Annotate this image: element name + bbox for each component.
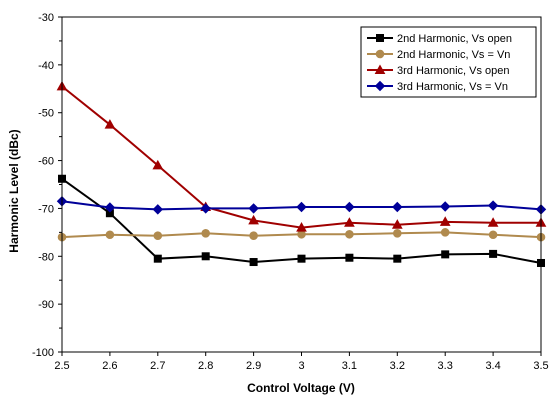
series-2 [57, 228, 546, 242]
series-3 [56, 80, 547, 232]
x-tick-label: 3.4 [485, 360, 500, 372]
x-tick-label: 3.1 [342, 360, 357, 372]
y-tick-label: -70 [38, 203, 54, 215]
legend-marker [374, 80, 386, 92]
data-point [439, 201, 451, 212]
y-tick-label: -60 [38, 156, 54, 168]
data-point [105, 230, 115, 240]
data-point [297, 229, 306, 239]
y-tick-label: -90 [38, 299, 54, 311]
data-point [104, 202, 116, 213]
data-point [153, 231, 163, 241]
legend-marker [375, 49, 385, 59]
data-point [392, 201, 403, 213]
data-point [344, 217, 355, 227]
data-point [393, 254, 402, 263]
data-point [296, 222, 307, 232]
data-point [152, 159, 164, 170]
data-point [487, 217, 499, 227]
data-point [297, 254, 306, 263]
legend-entry: 3rd Harmonic, Vs = Vn [367, 80, 508, 93]
y-tick-label: -80 [38, 251, 54, 263]
legend-marker [376, 34, 384, 42]
legend-entry: 2nd Harmonic, Vs = Vn [367, 49, 510, 61]
data-point [344, 201, 355, 213]
legend-label: 2nd Harmonic, Vs = Vn [397, 49, 510, 61]
legend-label: 2nd Harmonic, Vs open [397, 33, 512, 45]
y-axis-title: Harmonic Level (dBc) [7, 129, 21, 252]
series-group [56, 80, 547, 267]
data-point [487, 200, 499, 211]
y-tick-label: -30 [38, 12, 54, 24]
y-tick-label: -40 [38, 60, 54, 72]
data-point [201, 229, 210, 238]
data-point [393, 229, 402, 238]
x-tick-label: 2.9 [246, 360, 261, 372]
plot-frame [61, 16, 542, 353]
legend-entry: 2nd Harmonic, Vs open [367, 33, 512, 45]
x-tick-label: 2.6 [102, 360, 117, 372]
x-axis-title: Control Voltage (V) [247, 381, 355, 395]
data-point [345, 253, 354, 262]
series-1 [58, 174, 545, 267]
data-point [439, 216, 451, 226]
data-point [488, 230, 498, 240]
data-point [200, 203, 211, 214]
x-tick-label: 2.8 [198, 360, 213, 372]
data-point [249, 258, 258, 267]
data-point [441, 250, 450, 259]
x-tick-label: 2.7 [150, 360, 165, 372]
data-point [296, 201, 307, 213]
data-point [440, 228, 450, 237]
x-tick-label: 3 [298, 360, 304, 372]
data-point [391, 219, 403, 229]
series-line [61, 177, 542, 264]
legend: 2nd Harmonic, Vs open 2nd Harmonic, Vs = … [360, 26, 537, 98]
y-tick-label: -100 [32, 347, 54, 359]
data-point [345, 229, 354, 239]
data-point [248, 214, 259, 225]
data-point [249, 231, 258, 241]
y-axis-ticks: -30 -40 -50 -60 -70 -80 -90 -100 [32, 12, 62, 359]
data-point [489, 249, 498, 258]
legend-marker [374, 64, 386, 74]
data-point [201, 252, 210, 261]
legend-entry: 3rd Harmonic, Vs open [367, 64, 510, 77]
data-point [153, 254, 162, 263]
x-tick-label: 3.5 [533, 360, 548, 372]
x-tick-label: 2.5 [54, 360, 69, 372]
series-4 [56, 196, 547, 215]
legend-label: 3rd Harmonic, Vs open [397, 65, 510, 77]
data-point [152, 204, 164, 215]
legend-label: 3rd Harmonic, Vs = Vn [397, 81, 508, 93]
data-point [248, 203, 259, 214]
x-tick-label: 3.3 [438, 360, 453, 372]
x-axis-ticks: 2.5 2.6 2.7 2.8 2.9 3 3.1 3.2 3.3 3.4 3.5 [54, 352, 549, 372]
x-tick-label: 3.2 [390, 360, 405, 372]
data-point [104, 119, 116, 129]
axes [61, 16, 542, 353]
y-tick-label: -50 [38, 108, 54, 120]
